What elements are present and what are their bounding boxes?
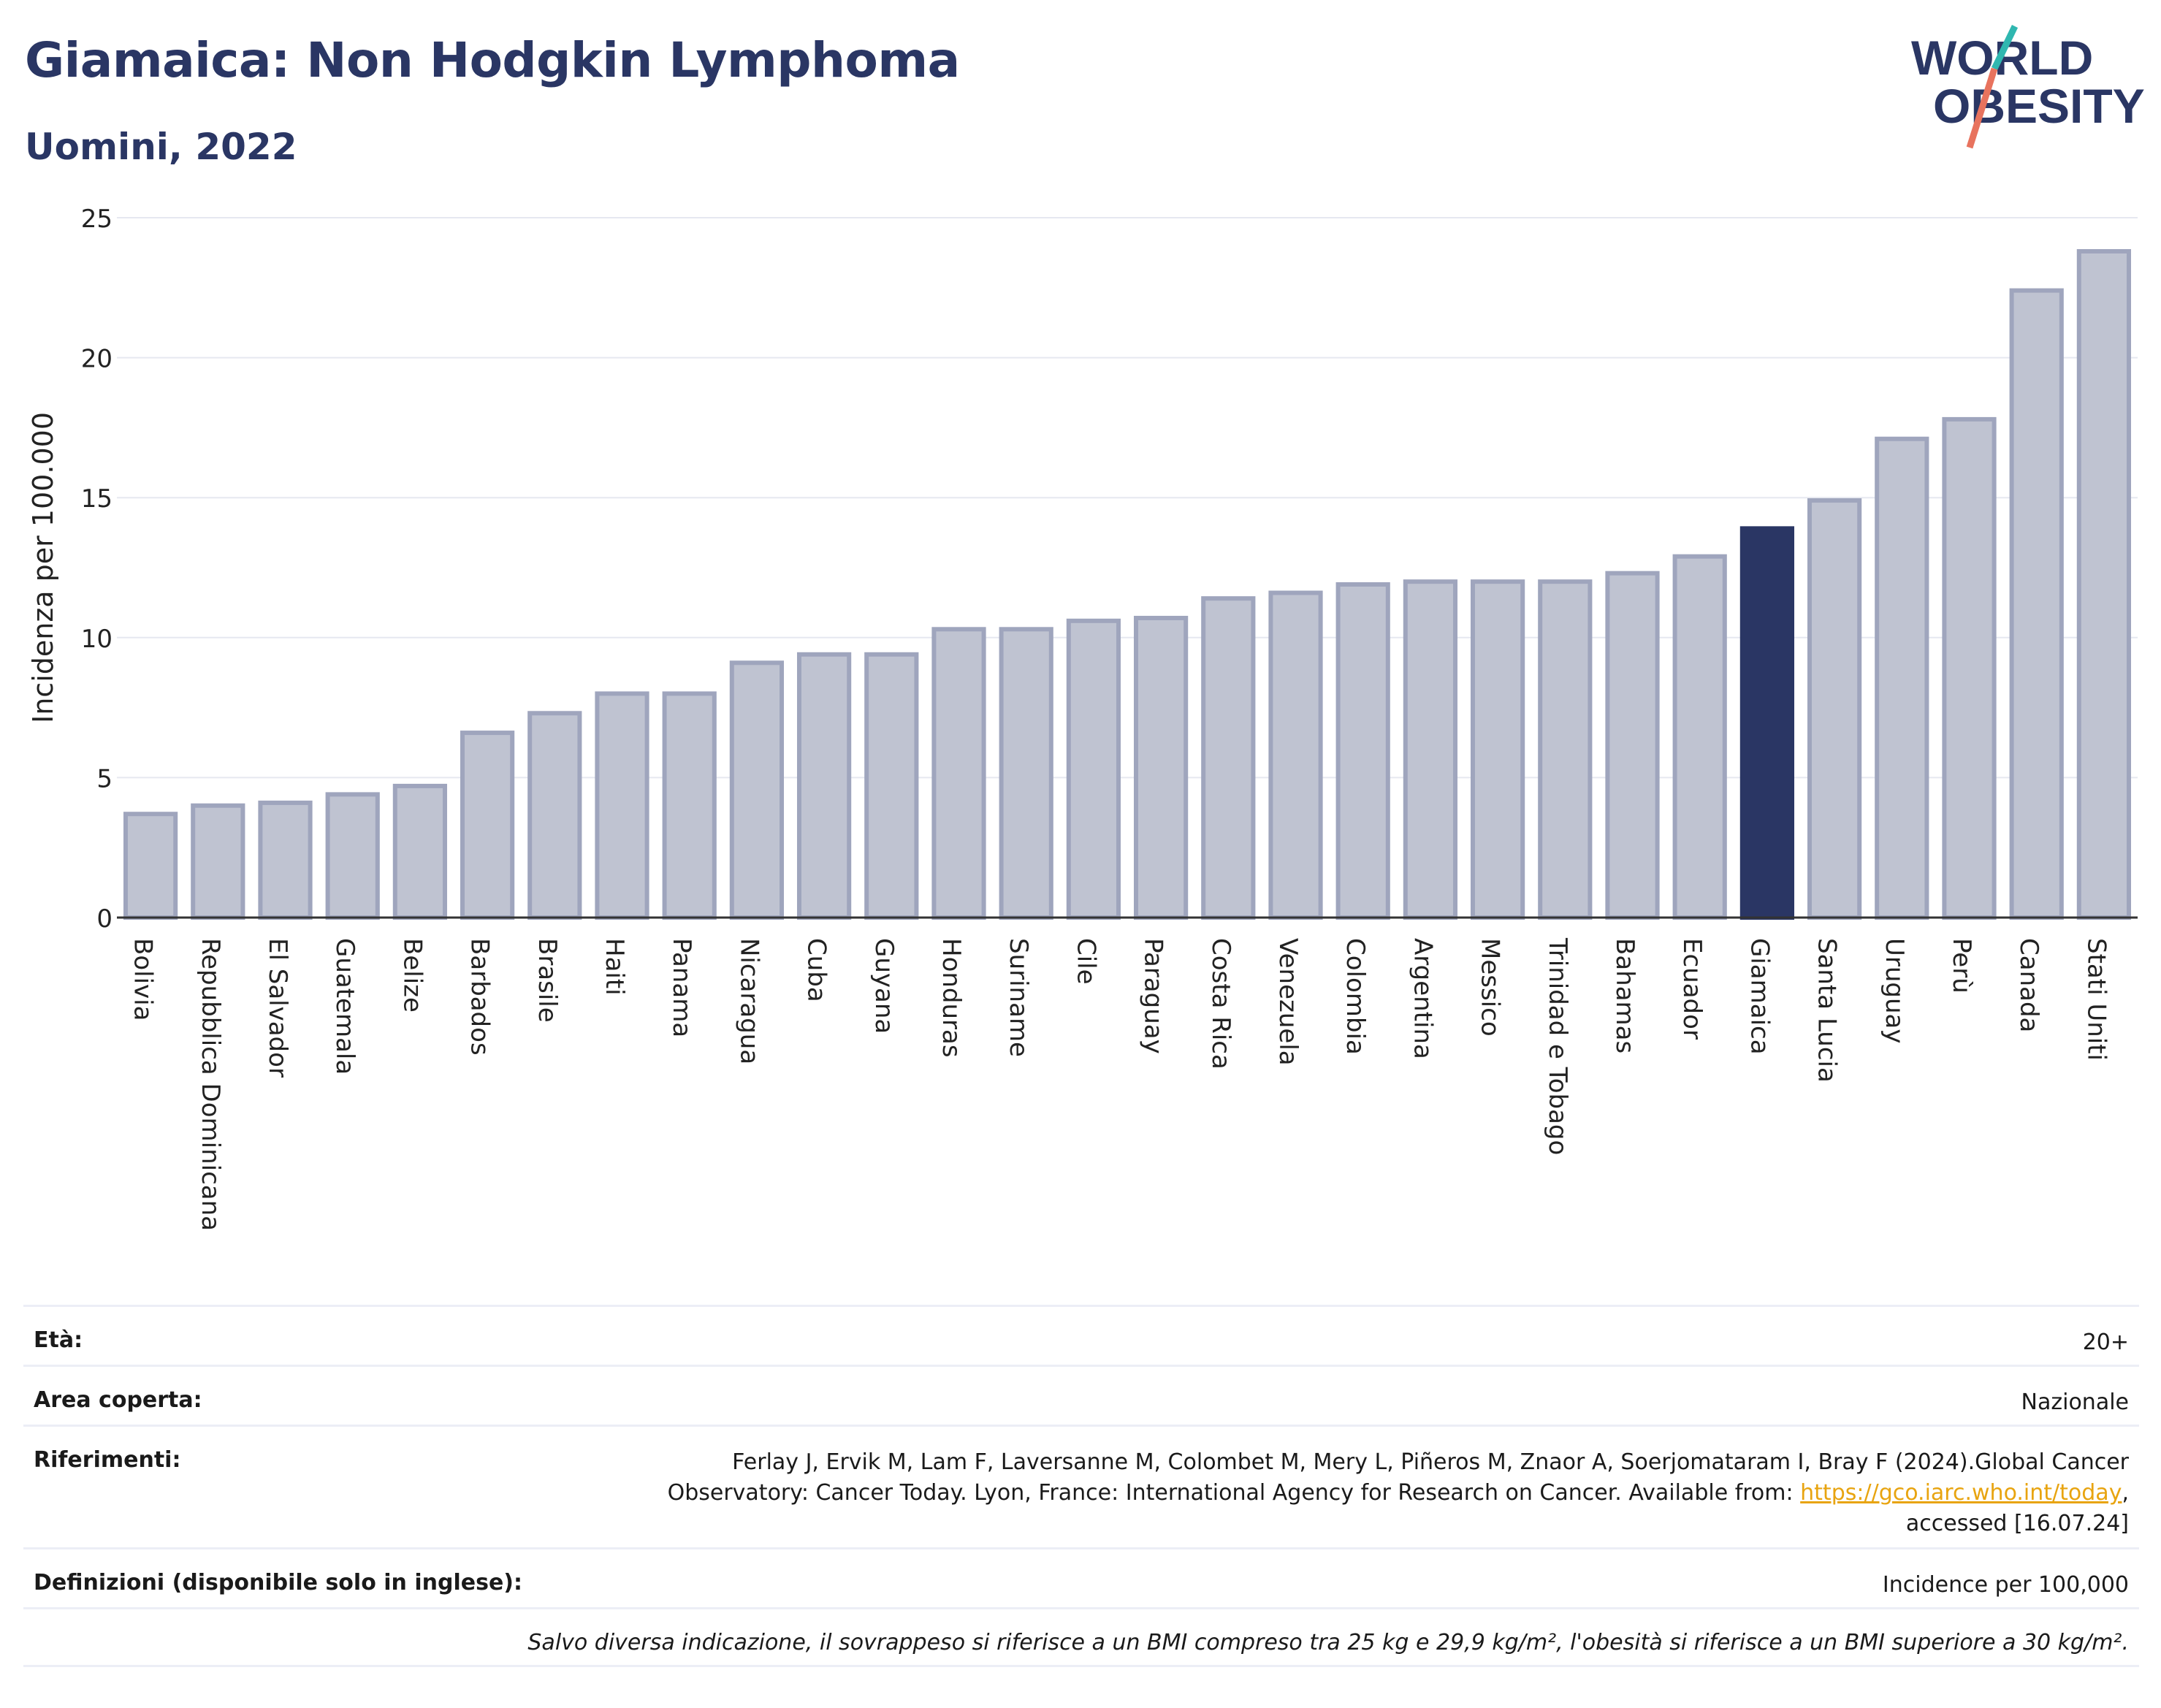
info-row-note: Salvo diversa indicazione, il sovrappeso…	[23, 1607, 2139, 1667]
x-tick-label-el-salvador: El Salvador	[263, 938, 292, 1078]
y-tick-label-20: 20	[81, 345, 113, 374]
bar-brasile	[527, 711, 582, 920]
x-tick-label-trinidad-e-tobago: Trinidad e Tobago	[1543, 937, 1572, 1155]
x-tick-label-stati-uniti: Stati Uniti	[2081, 938, 2111, 1061]
info-row-references: Riferimenti: Ferlay J, Ervik M, Lam F, L…	[23, 1425, 2139, 1547]
info-row-area: Area coperta: Nazionale	[23, 1365, 2139, 1425]
bar-giamaica	[1739, 526, 1795, 920]
bar-guyana	[864, 652, 919, 920]
bar-messico	[1470, 579, 1525, 920]
references-line-1: Ferlay J, Ervik M, Lam F, Laversanne M, …	[732, 1449, 2129, 1475]
bar-costa-rica	[1201, 596, 1256, 920]
bar-bolivia	[123, 812, 178, 920]
x-tick-label-venezuela: Venezuela	[1273, 938, 1303, 1066]
y-tick-label-15: 15	[81, 484, 113, 514]
bar-ecuador	[1672, 554, 1727, 920]
y-tick-label-5: 5	[96, 764, 113, 793]
bar-colombia	[1335, 582, 1390, 920]
bar-nicaragua	[729, 660, 785, 920]
x-tick-label-brasile: Brasile	[533, 938, 562, 1023]
x-tick-label-messico: Messico	[1476, 938, 1505, 1037]
bar-haiti	[595, 691, 649, 920]
chart-subtitle: Uomini, 2022	[25, 126, 297, 168]
logo-slash-coral	[1966, 67, 1998, 149]
bar-chart: 0 5 10 15 20 25 Incidenza per 100.000 Bolivia Re…	[27, 205, 2138, 1231]
x-tick-label-repubblica-dominicana: Repubblica Dominicana	[196, 938, 225, 1231]
x-tick-label-santa-lucia: Santa Lucia	[1813, 938, 1842, 1083]
x-tick-label-costa-rica: Costa Rica	[1206, 938, 1235, 1070]
x-tick-label-canada: Canada	[2014, 938, 2043, 1032]
definitions-value: Incidence per 100,000	[1882, 1572, 2129, 1598]
bar-el-salvador	[258, 800, 313, 920]
references-link[interactable]: https://gco.iarc.who.int/today	[1800, 1480, 2122, 1506]
info-row-definitions: Definizioni (disponibile solo in inglese…	[23, 1547, 2139, 1607]
y-tick-label-25: 25	[81, 205, 113, 234]
references-line-3: accessed [16.07.24]	[1905, 1511, 2129, 1536]
world-obesity-logo: WORLD OBESITY	[1911, 25, 2145, 149]
bar-guatemala	[325, 792, 380, 920]
x-tick-label-honduras: Honduras	[937, 938, 966, 1058]
references-value: Ferlay J, Ervik M, Lam F, Laversanne M, …	[668, 1447, 2129, 1539]
bar-bahamas	[1605, 571, 1660, 920]
bar-argentina	[1403, 579, 1458, 920]
x-tick-label-bahamas: Bahamas	[1610, 938, 1639, 1053]
age-label: Età:	[34, 1327, 83, 1353]
bar-trinidad-e-tobago	[1538, 579, 1593, 920]
x-tick-label-haiti: Haiti	[600, 938, 629, 996]
bar-venezuela	[1268, 590, 1323, 920]
bar-suriname	[999, 627, 1053, 920]
references-line-2-end: ,	[2122, 1480, 2129, 1506]
x-tick-label-argentina: Argentina	[1408, 938, 1437, 1059]
bar-canada	[2009, 288, 2064, 920]
info-table: Età: 20+ Area coperta: Nazionale Riferim…	[23, 1305, 2139, 1667]
bar-belize	[392, 783, 448, 920]
bar-cuba	[796, 652, 852, 920]
bar-uruguay	[1875, 436, 1929, 920]
x-tick-label-suriname: Suriname	[1004, 938, 1033, 1057]
x-tick-label-nicaragua: Nicaragua	[734, 938, 763, 1064]
references-line-2: Observatory: Cancer Today. Lyon, France:…	[667, 1480, 1801, 1506]
area-value: Nazionale	[2021, 1389, 2129, 1415]
bar-honduras	[931, 627, 986, 920]
x-tick-label-cile: Cile	[1071, 938, 1100, 985]
x-tick-label-cuba: Cuba	[802, 938, 831, 1002]
x-tick-label-colombia: Colombia	[1341, 938, 1370, 1055]
y-axis-label: Incidenza per 100.000	[27, 412, 59, 723]
bar-barbados	[460, 731, 515, 920]
bar-panama	[662, 691, 717, 920]
x-tick-label-guyana: Guyana	[869, 938, 899, 1034]
chart-title: Giamaica: Non Hodgkin Lymphoma	[25, 32, 960, 88]
y-tick-label-10: 10	[81, 625, 113, 654]
x-tick-label-paraguay: Paraguay	[1139, 938, 1168, 1054]
bar-santa-lucia	[1807, 498, 1862, 920]
x-tick-label-giamaica: Giamaica	[1745, 938, 1774, 1055]
age-value: 20+	[2082, 1330, 2129, 1355]
x-tick-label-ecuador: Ecuador	[1677, 938, 1707, 1040]
definitions-label: Definizioni (disponibile solo in inglese…	[34, 1570, 522, 1595]
x-tick-label-panama: Panama	[667, 938, 696, 1037]
bar-stati-uniti	[2076, 248, 2132, 920]
bar-repubblica-dominicana	[191, 803, 245, 920]
references-label: Riferimenti:	[34, 1447, 181, 1473]
x-tick-label-guatemala: Guatemala	[330, 938, 359, 1075]
y-tick-label-0: 0	[96, 904, 113, 934]
x-tick-label-per-: Perù	[1947, 938, 1976, 994]
bar-paraguay	[1133, 615, 1189, 920]
area-label: Area coperta:	[34, 1387, 202, 1413]
x-tick-label-bolivia: Bolivia	[129, 938, 158, 1021]
bar-cile	[1066, 618, 1121, 920]
logo-word-obesity: OBESITY	[1933, 79, 2145, 133]
bmi-note: Salvo diversa indicazione, il sovrappeso…	[527, 1630, 2129, 1655]
info-row-age: Età: 20+	[23, 1305, 2139, 1365]
bar-per-	[1942, 416, 1997, 920]
x-tick-label-uruguay: Uruguay	[1880, 938, 1909, 1044]
x-tick-label-belize: Belize	[397, 938, 427, 1013]
logo-slash-teal	[1991, 25, 2019, 70]
x-tick-label-barbados: Barbados	[465, 938, 495, 1056]
